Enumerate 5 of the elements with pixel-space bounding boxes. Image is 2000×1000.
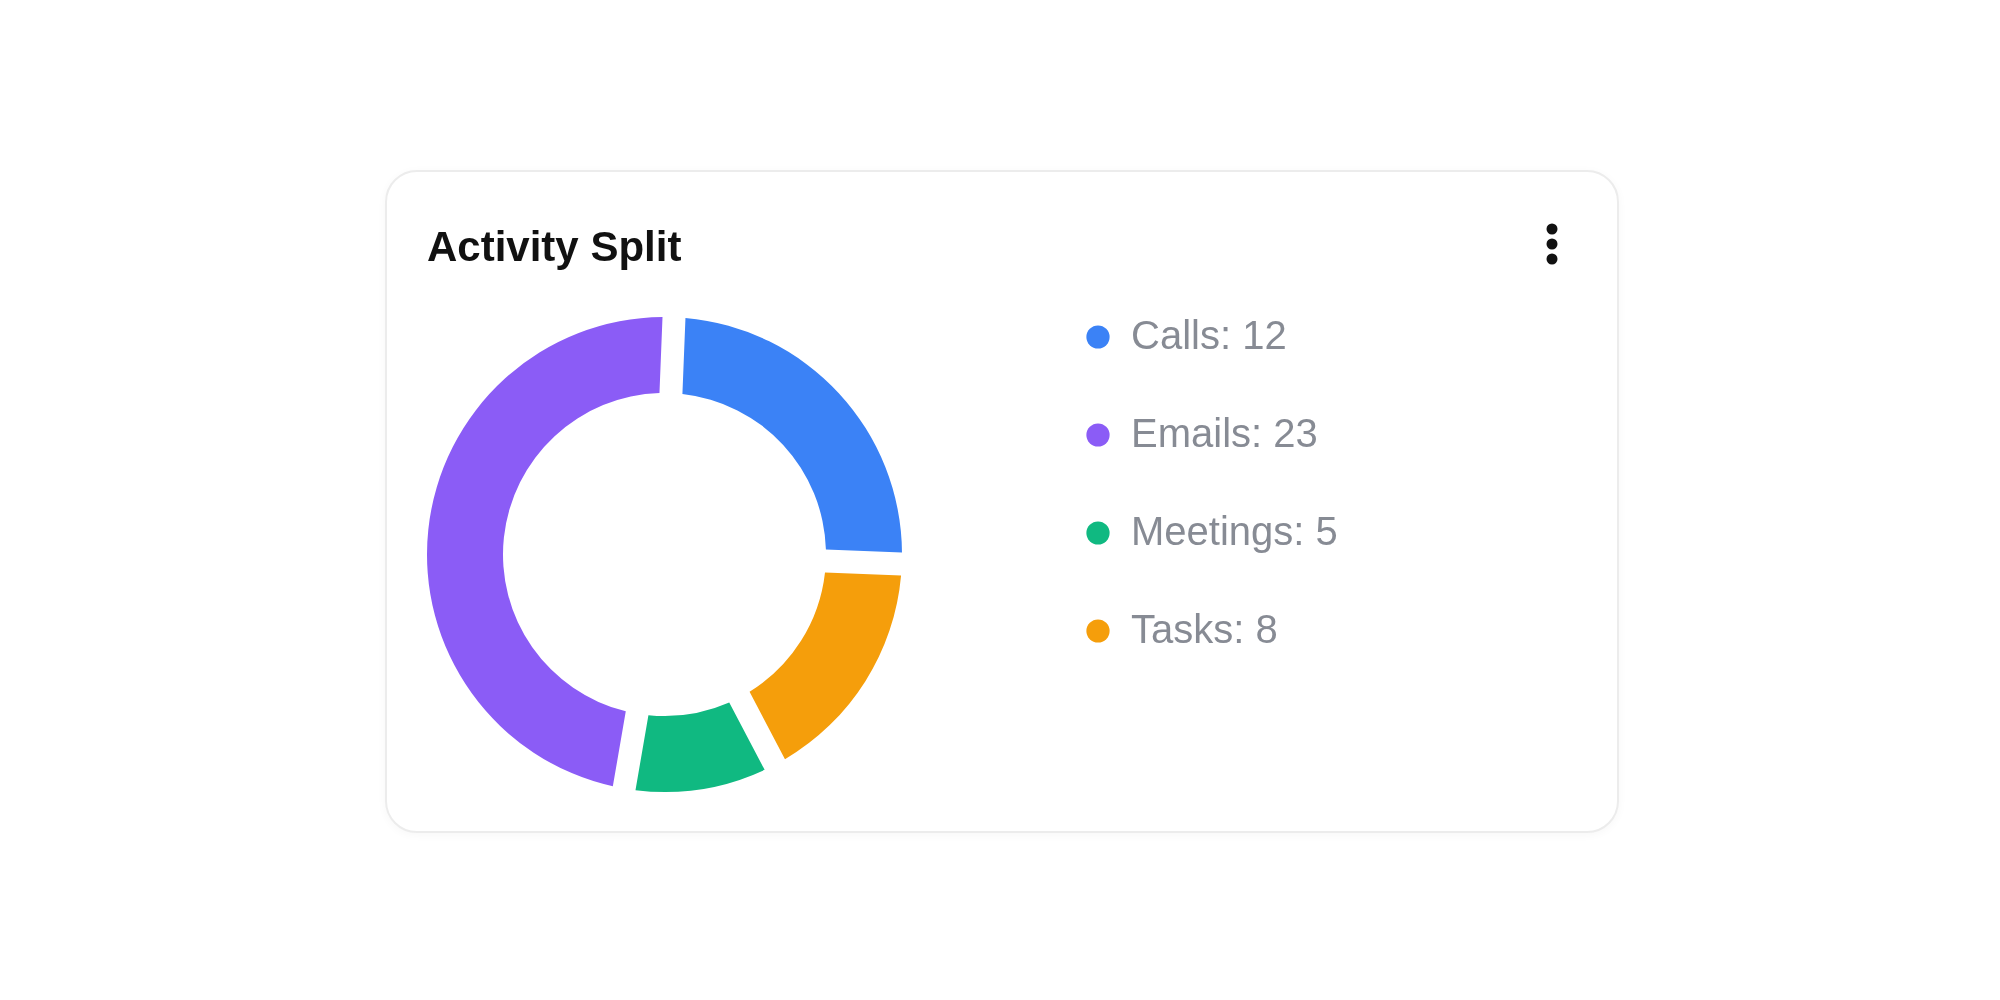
legend-label: Emails: 23 xyxy=(1131,411,1318,455)
legend-label: Tasks: 8 xyxy=(1131,607,1278,651)
chart-title: Activity Split xyxy=(427,223,682,270)
legend-label: Meetings: 5 xyxy=(1131,509,1338,553)
legend-label: Calls: 12 xyxy=(1131,313,1287,357)
